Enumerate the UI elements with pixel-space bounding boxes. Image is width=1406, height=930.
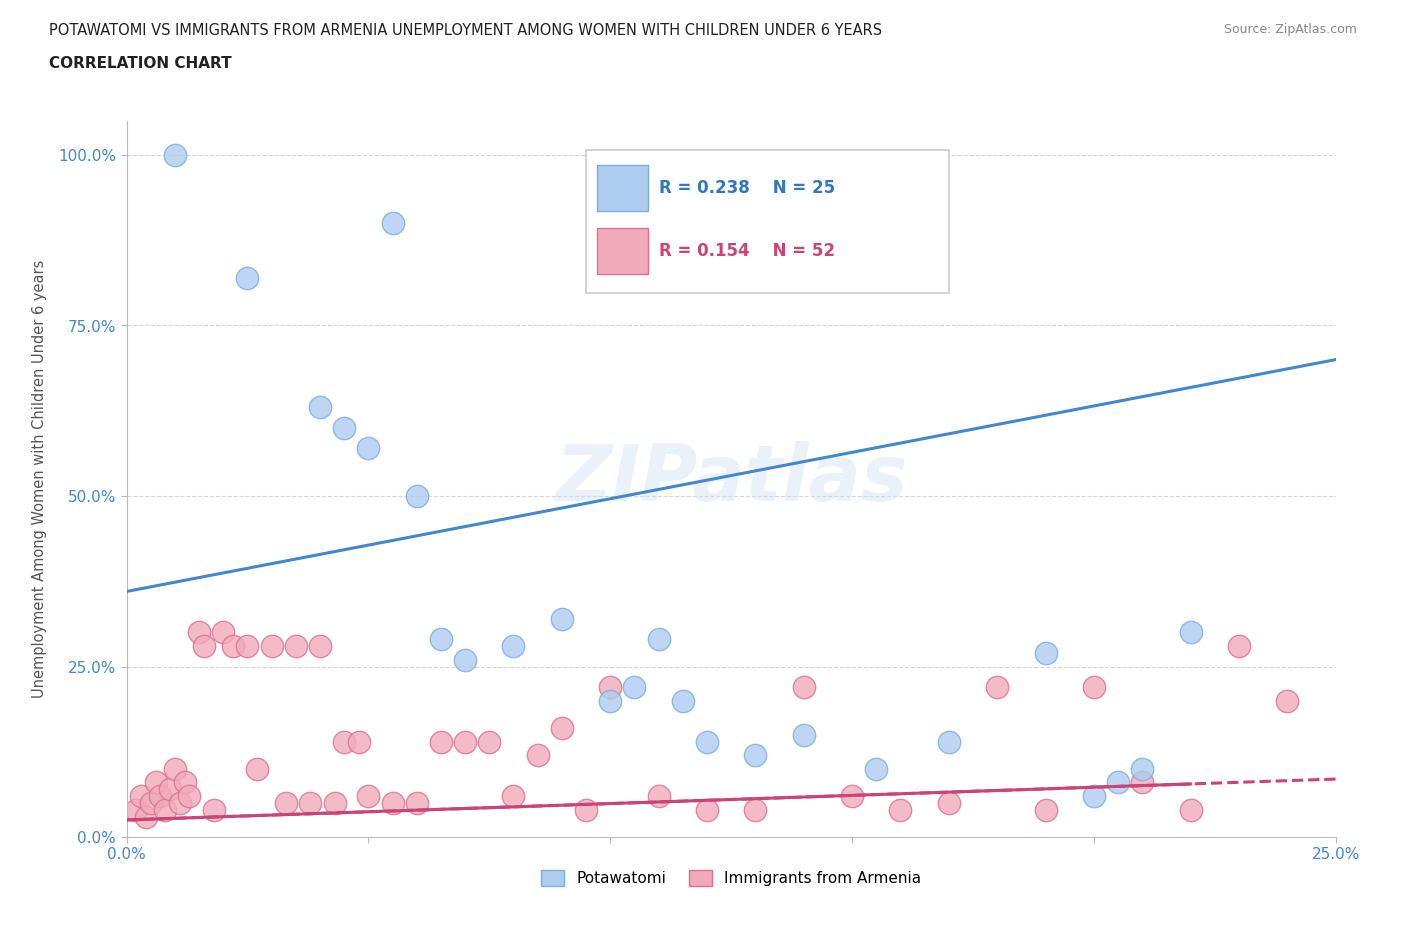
Point: [202, 803, 225, 817]
Point: [405, 488, 427, 503]
Point: [1180, 803, 1202, 817]
Point: [938, 734, 960, 749]
Point: [323, 795, 346, 810]
Point: [696, 803, 718, 817]
Point: [188, 625, 211, 640]
Point: [454, 652, 477, 667]
Point: [135, 809, 157, 824]
Point: [357, 441, 380, 456]
Point: [647, 631, 669, 646]
Point: [793, 680, 815, 695]
Point: [430, 734, 453, 749]
Point: [889, 803, 911, 817]
Point: [430, 631, 453, 646]
Point: [696, 734, 718, 749]
Point: [672, 693, 695, 708]
Point: [744, 803, 766, 817]
FancyBboxPatch shape: [598, 228, 648, 274]
Point: [333, 734, 356, 749]
Point: [478, 734, 501, 749]
Point: [155, 803, 177, 817]
FancyBboxPatch shape: [598, 166, 648, 211]
Point: [246, 762, 269, 777]
Point: [1277, 693, 1299, 708]
Point: [865, 762, 887, 777]
Text: ZIPatlas: ZIPatlas: [555, 441, 907, 517]
Point: [454, 734, 477, 749]
Point: [502, 789, 524, 804]
Point: [284, 639, 307, 654]
Point: [347, 734, 370, 749]
Point: [1035, 645, 1057, 660]
Point: [623, 680, 645, 695]
Point: [236, 639, 259, 654]
Point: [236, 271, 259, 286]
Point: [276, 795, 298, 810]
Point: [793, 727, 815, 742]
Point: [260, 639, 283, 654]
Point: [163, 762, 186, 777]
Text: Source: ZipAtlas.com: Source: ZipAtlas.com: [1223, 23, 1357, 36]
Point: [841, 789, 863, 804]
Point: [193, 639, 215, 654]
Point: [938, 795, 960, 810]
Point: [163, 148, 186, 163]
Point: [744, 748, 766, 763]
Text: CORRELATION CHART: CORRELATION CHART: [49, 56, 232, 71]
Point: [381, 795, 404, 810]
Point: [222, 639, 245, 654]
Text: R = 0.154    N = 52: R = 0.154 N = 52: [658, 242, 835, 260]
Point: [526, 748, 548, 763]
Point: [405, 795, 427, 810]
Y-axis label: Unemployment Among Women with Children Under 6 years: Unemployment Among Women with Children U…: [32, 259, 46, 698]
Point: [551, 611, 574, 626]
Point: [502, 639, 524, 654]
Point: [333, 420, 356, 435]
Text: R = 0.238    N = 25: R = 0.238 N = 25: [658, 179, 835, 197]
Point: [1107, 775, 1129, 790]
Point: [125, 803, 148, 817]
Point: [139, 795, 162, 810]
Point: [647, 789, 669, 804]
Text: POTAWATOMI VS IMMIGRANTS FROM ARMENIA UNEMPLOYMENT AMONG WOMEN WITH CHILDREN UND: POTAWATOMI VS IMMIGRANTS FROM ARMENIA UN…: [49, 23, 883, 38]
Point: [381, 216, 404, 231]
Legend: Potawatomi, Immigrants from Armenia: Potawatomi, Immigrants from Armenia: [533, 862, 929, 894]
Point: [575, 803, 598, 817]
Point: [299, 795, 322, 810]
Point: [551, 721, 574, 736]
Point: [169, 795, 191, 810]
Point: [1130, 775, 1153, 790]
Point: [145, 775, 167, 790]
Point: [1227, 639, 1250, 654]
Point: [179, 789, 201, 804]
Point: [149, 789, 172, 804]
Point: [357, 789, 380, 804]
Point: [1035, 803, 1057, 817]
Point: [599, 680, 621, 695]
Point: [986, 680, 1008, 695]
Point: [159, 782, 181, 797]
Point: [309, 400, 332, 415]
Point: [1083, 789, 1105, 804]
Point: [599, 693, 621, 708]
Point: [129, 789, 152, 804]
Point: [173, 775, 195, 790]
Point: [1130, 762, 1153, 777]
Point: [1083, 680, 1105, 695]
Point: [212, 625, 235, 640]
Point: [309, 639, 332, 654]
Point: [1180, 625, 1202, 640]
FancyBboxPatch shape: [586, 150, 949, 293]
